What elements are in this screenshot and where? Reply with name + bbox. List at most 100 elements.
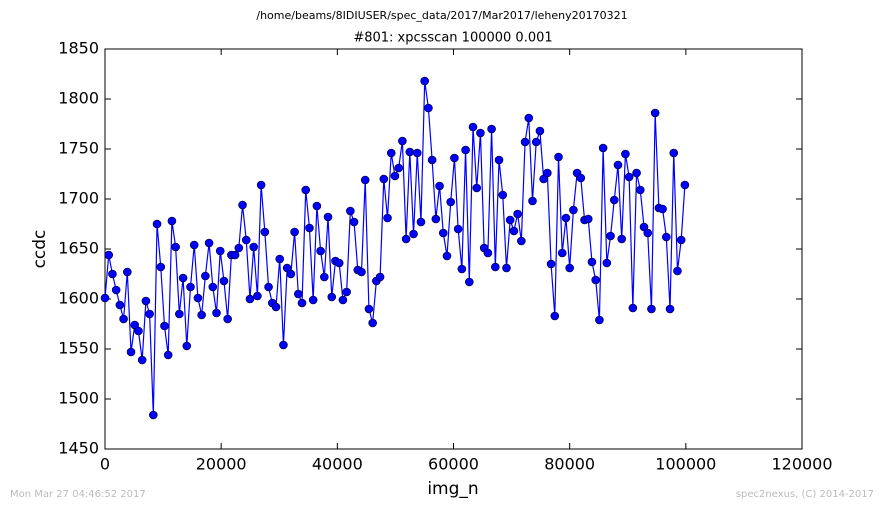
data-point (468, 122, 478, 132)
data-point (509, 226, 519, 236)
data-point (535, 126, 545, 136)
data-point (591, 275, 600, 285)
data-point (446, 197, 456, 207)
data-point (104, 250, 114, 260)
data-point (424, 103, 433, 113)
data-point (189, 240, 199, 250)
data-point (546, 259, 556, 269)
data-point (431, 214, 441, 224)
data-point (554, 152, 563, 162)
data-point (494, 155, 504, 165)
data-point (409, 229, 418, 239)
data-point (334, 258, 344, 268)
y-tick-label: 1800 (58, 89, 99, 108)
data-point (624, 172, 634, 182)
data-point (305, 223, 314, 233)
data-point (476, 128, 485, 138)
data-point (279, 340, 288, 350)
data-point (256, 180, 266, 190)
data-point (111, 285, 121, 295)
data-point (427, 155, 437, 165)
data-point (186, 282, 195, 292)
data-point (275, 254, 285, 264)
data-point (576, 173, 586, 183)
y-tick-label: 1750 (58, 139, 99, 158)
data-point (241, 235, 251, 245)
data-point (583, 214, 593, 224)
y-tick-label: 1600 (58, 289, 99, 308)
y-axis-label: ccdc (30, 230, 50, 269)
data-point (383, 213, 392, 223)
data-point (658, 204, 667, 214)
data-point (126, 347, 136, 357)
data-point (621, 149, 630, 159)
data-point (531, 137, 541, 147)
data-point (193, 293, 203, 303)
chart-title: #801: xpcsscan 100000 0.001 (353, 31, 552, 46)
data-point (569, 205, 578, 215)
data-point (100, 293, 110, 303)
plot-frame (104, 48, 803, 450)
data-point (528, 196, 537, 206)
data-point (543, 168, 552, 178)
x-tick-label: 100000 (655, 455, 716, 474)
data-point (420, 76, 429, 86)
data-point (357, 267, 366, 277)
data-point (606, 231, 615, 241)
data-point (565, 263, 574, 273)
data-point (662, 232, 671, 242)
x-tick-label: 20000 (196, 455, 247, 474)
data-point (401, 234, 411, 244)
data-point (212, 308, 221, 318)
data-point (141, 296, 151, 306)
data-point (665, 304, 675, 314)
data-point (472, 183, 482, 193)
data-point (301, 185, 311, 195)
suptitle: /home/beams/8IDIUSER/spec_data/2017/Mar2… (256, 9, 627, 22)
data-point (390, 171, 400, 181)
data-point (230, 250, 240, 260)
x-tick-label: 120000 (771, 455, 832, 474)
data-point (386, 148, 396, 158)
x-tick-label: 60000 (428, 455, 479, 474)
data-point (457, 264, 467, 274)
data-point (676, 235, 686, 245)
data-point (416, 217, 426, 227)
data-point (338, 295, 348, 305)
data-point (505, 215, 515, 225)
x-tick-label: 40000 (312, 455, 363, 474)
data-point (483, 248, 493, 258)
data-point (215, 246, 225, 256)
x-axis-label: img_n (427, 479, 478, 499)
data-point (379, 174, 389, 184)
data-point (375, 272, 385, 282)
data-point (412, 148, 422, 158)
data-point (520, 137, 530, 147)
data-point (264, 282, 273, 292)
data-point (171, 242, 180, 252)
data-point (650, 108, 660, 118)
data-point (587, 257, 597, 267)
data-point (204, 238, 214, 248)
data-point (245, 294, 255, 304)
data-point (119, 314, 128, 324)
data-point (453, 224, 463, 234)
data-point (487, 124, 496, 134)
data-point (323, 212, 333, 222)
y-tick-label: 1550 (58, 339, 99, 358)
data-point (557, 248, 567, 258)
data-point (461, 145, 470, 155)
data-point (613, 160, 623, 170)
data-point (364, 304, 374, 314)
data-point (156, 262, 166, 272)
data-point (327, 292, 337, 302)
data-point (238, 200, 247, 210)
data-point (442, 251, 452, 261)
y-tick-label: 1450 (58, 439, 99, 458)
data-point (517, 236, 526, 246)
data-point (561, 213, 571, 223)
data-point (628, 303, 638, 313)
data-point (223, 314, 232, 324)
data-point (435, 181, 444, 191)
